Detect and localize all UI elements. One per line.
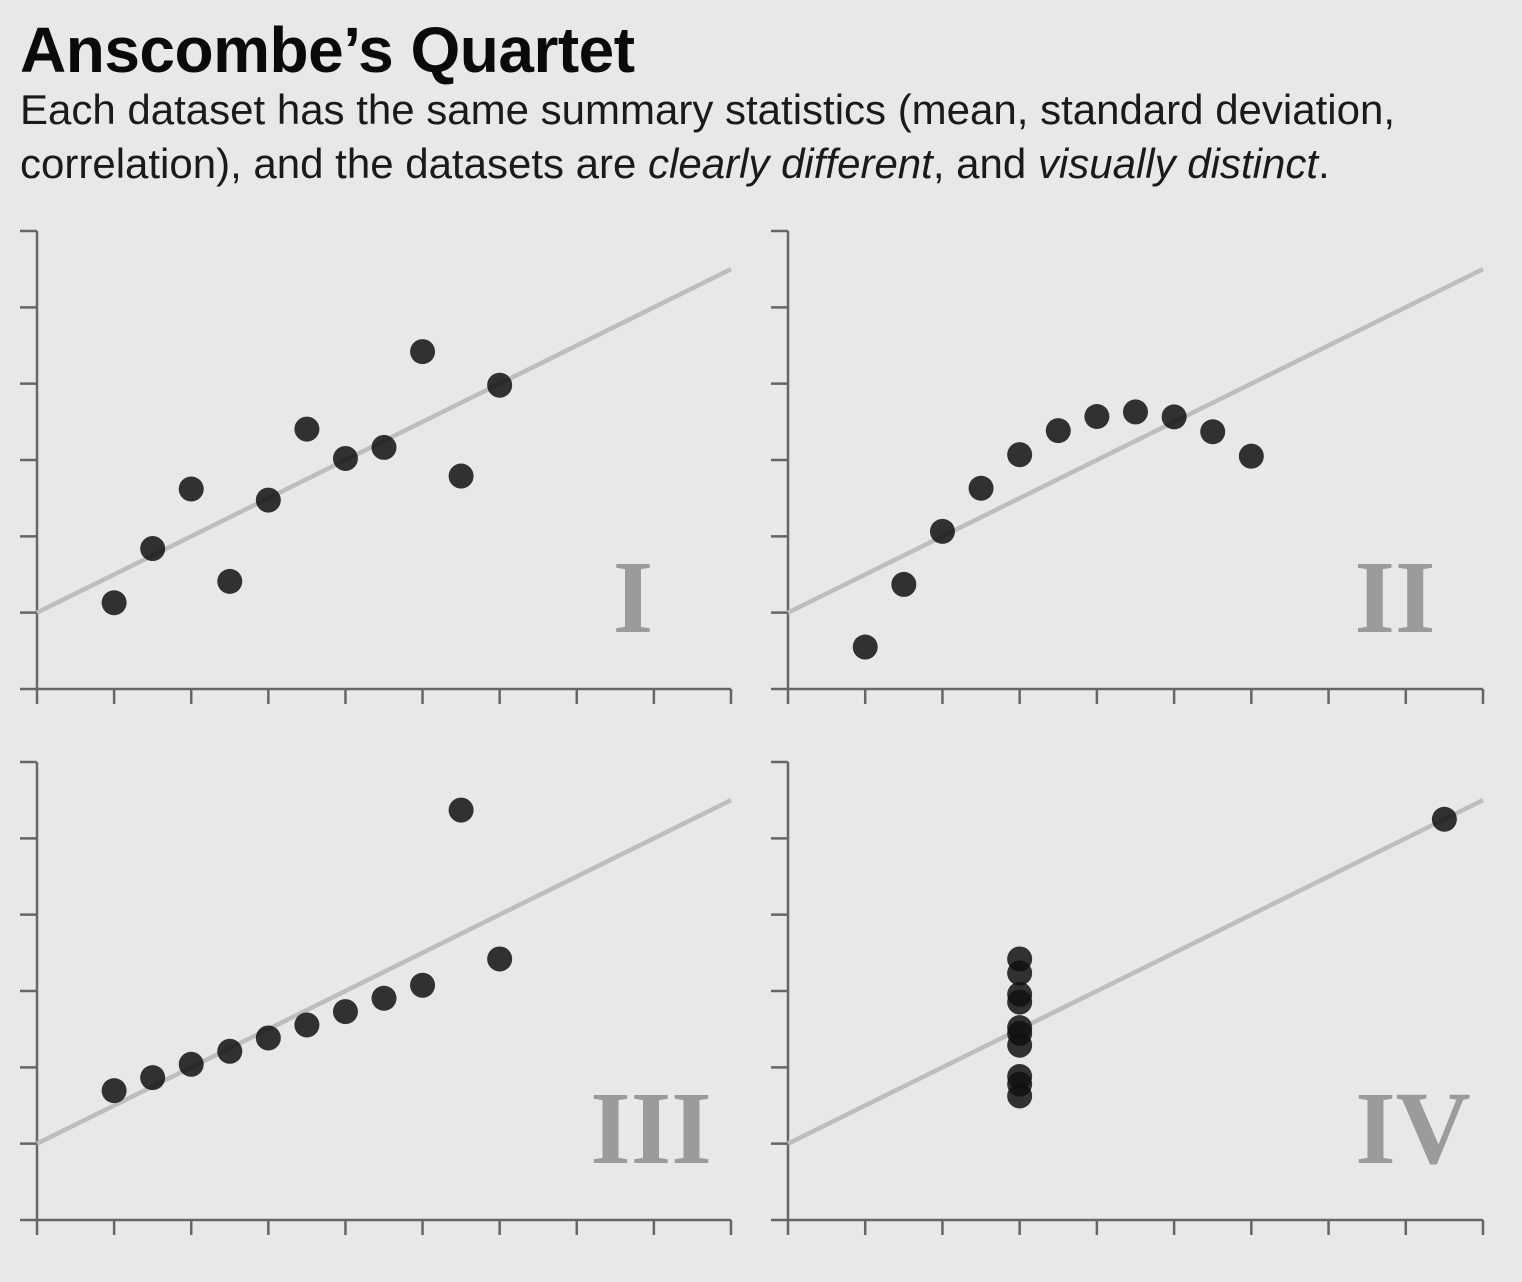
data-point (1123, 399, 1148, 425)
data-point (410, 972, 436, 998)
data-point (140, 1065, 166, 1091)
chart-subtitle: Each dataset has the same summary statis… (20, 83, 1510, 191)
subtitle-text-3: . (1318, 140, 1330, 187)
panel-label: I (613, 540, 653, 655)
data-point (1007, 1020, 1033, 1046)
subtitle-text-1: Each dataset has the same summary statis… (20, 86, 1395, 187)
data-point (294, 1012, 320, 1038)
scatter-panel-III: III (20, 760, 733, 1235)
data-point (371, 985, 397, 1011)
data-point (140, 536, 166, 562)
scatter-panel-II: II (771, 229, 1485, 704)
scatter-panel-I: I (20, 229, 733, 704)
data-point (1200, 419, 1226, 445)
subtitle-text-2: , and (932, 140, 1038, 187)
subtitle-emphasis-1: clearly different (648, 140, 933, 187)
data-point (1238, 443, 1264, 469)
data-point (255, 1025, 281, 1051)
panel-label: IV (1355, 1071, 1471, 1186)
panel-label: III (590, 1071, 711, 1186)
data-point (294, 416, 320, 442)
data-point (968, 475, 994, 501)
data-point (217, 568, 243, 594)
data-point (1431, 806, 1457, 832)
data-point (255, 487, 281, 513)
data-point (371, 434, 397, 460)
regression-line (787, 798, 1484, 1146)
data-point (852, 634, 878, 660)
data-point (929, 518, 955, 544)
data-point (178, 1051, 204, 1077)
data-point (1007, 981, 1033, 1007)
data-point (1045, 418, 1071, 444)
data-point (1084, 403, 1110, 429)
data-point (332, 999, 358, 1025)
data-point (1161, 404, 1187, 430)
data-point (891, 571, 917, 597)
scatter-panel-IV: IV (771, 760, 1485, 1235)
data-point (487, 372, 513, 398)
data-point (448, 463, 474, 489)
data-point (1007, 960, 1033, 986)
data-point (178, 476, 204, 502)
panel-label: II (1355, 540, 1436, 655)
regression-line (787, 267, 1484, 615)
data-point (101, 590, 127, 616)
data-point (217, 1038, 243, 1064)
data-point (1007, 1071, 1033, 1097)
data-point (487, 946, 513, 972)
subtitle-emphasis-2: visually distinct (1037, 140, 1319, 187)
data-point (410, 339, 436, 365)
data-point (1007, 442, 1033, 468)
data-point (448, 797, 474, 823)
data-point (332, 445, 358, 471)
data-point (101, 1078, 127, 1104)
chart-title: Anscombe’s Quartet (20, 14, 635, 86)
